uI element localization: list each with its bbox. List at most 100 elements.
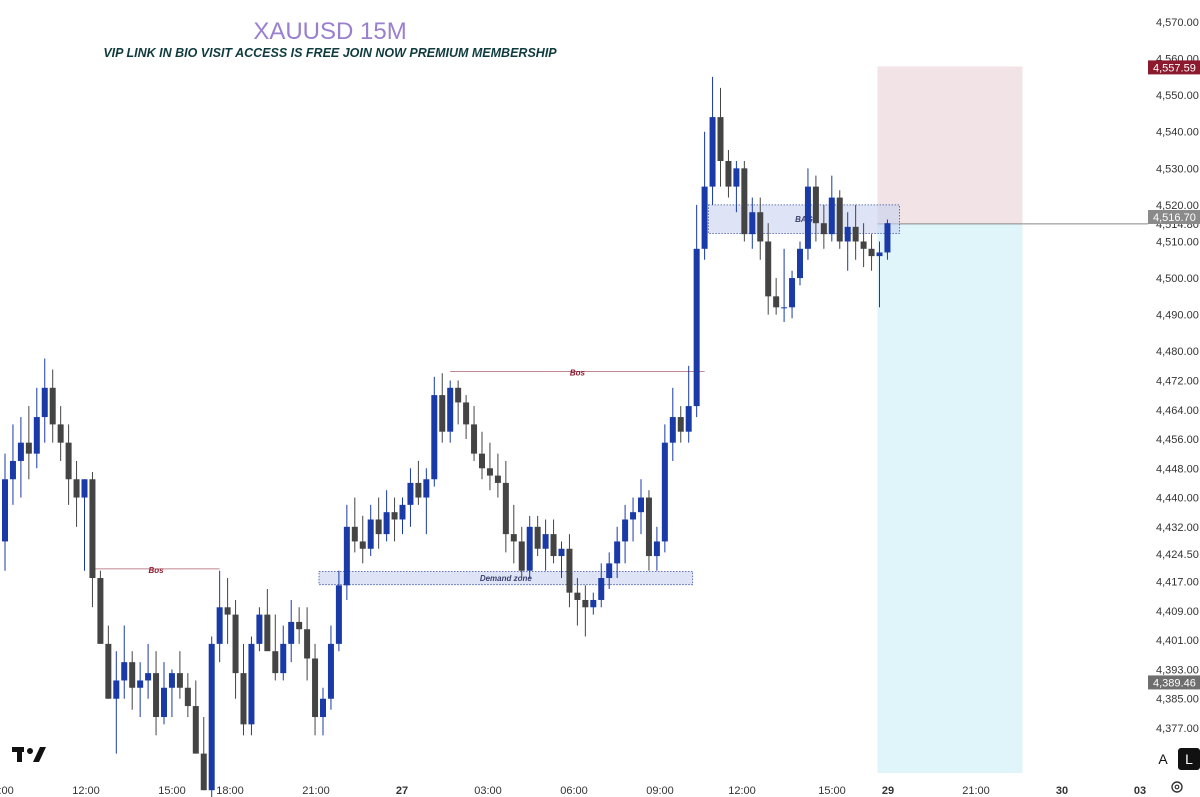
candle-body[interactable] (161, 687, 167, 718)
candle-body[interactable] (439, 395, 446, 432)
candle-body[interactable] (479, 453, 485, 469)
candle-body[interactable] (876, 252, 883, 257)
candle-body[interactable] (33, 417, 40, 454)
candle-body[interactable] (717, 117, 724, 162)
candle-body[interactable] (486, 468, 493, 476)
candle-body[interactable] (701, 186, 708, 249)
candle-body[interactable] (25, 442, 32, 454)
take-profit-zone[interactable] (877, 223, 1023, 773)
candle-body[interactable] (129, 662, 136, 688)
candle-body[interactable] (797, 248, 803, 279)
candle-body[interactable] (145, 673, 152, 681)
candle-body[interactable] (884, 223, 891, 253)
candle-body[interactable] (502, 482, 509, 535)
log-scale-button[interactable]: L (1178, 748, 1200, 770)
price-tag[interactable] (1148, 60, 1200, 75)
candle-body[interactable] (574, 592, 581, 600)
candle-body[interactable] (407, 482, 414, 505)
candle-body[interactable] (749, 212, 756, 235)
candle-body[interactable] (272, 651, 279, 674)
candle-body[interactable] (57, 424, 64, 443)
candle-body[interactable] (359, 541, 366, 549)
candle-body[interactable] (566, 548, 573, 593)
candle-body[interactable] (153, 673, 160, 718)
candle-body[interactable] (367, 519, 374, 549)
candle-body[interactable] (208, 643, 215, 791)
candle-body[interactable] (2, 479, 8, 542)
candle-body[interactable] (41, 387, 48, 418)
candle-body[interactable] (200, 753, 207, 791)
candle-body[interactable] (335, 585, 342, 644)
candle-body[interactable] (494, 475, 501, 483)
tradingview-logo-icon[interactable] (12, 743, 46, 765)
candle-body[interactable] (852, 226, 859, 242)
candle-body[interactable] (812, 186, 819, 224)
candle-body[interactable] (804, 186, 811, 249)
candle-body[interactable] (105, 643, 112, 699)
candle-body[interactable] (789, 278, 796, 308)
candle-body[interactable] (256, 614, 263, 644)
candle-body[interactable] (645, 497, 652, 557)
candle-body[interactable] (836, 197, 843, 242)
candle-body[interactable] (216, 607, 223, 644)
candle-body[interactable] (423, 479, 430, 498)
candle-body[interactable] (765, 241, 772, 297)
candle-body[interactable] (773, 296, 780, 308)
candle-body[interactable] (113, 680, 120, 699)
candle-body[interactable] (137, 680, 144, 688)
candle-body[interactable] (820, 223, 827, 235)
candle-body[interactable] (709, 117, 716, 187)
candle-body[interactable] (17, 442, 24, 461)
candle-body[interactable] (463, 402, 470, 425)
candle-body[interactable] (184, 687, 191, 707)
candle-body[interactable] (582, 599, 589, 608)
candle-body[interactable] (733, 168, 740, 187)
candle-body[interactable] (590, 599, 597, 608)
candle-body[interactable] (653, 541, 660, 557)
candle-body[interactable] (176, 673, 183, 688)
candle-body[interactable] (264, 614, 271, 652)
candle-body[interactable] (232, 614, 239, 674)
candle-body[interactable] (860, 241, 867, 249)
candle-body[interactable] (280, 643, 287, 674)
candle-body[interactable] (622, 519, 629, 542)
candle-body[interactable] (288, 621, 295, 644)
candle-body[interactable] (192, 706, 199, 754)
candle-body[interactable] (248, 643, 255, 725)
candle-body[interactable] (320, 698, 326, 718)
candle-body[interactable] (510, 534, 517, 542)
candle-body[interactable] (471, 424, 478, 454)
candle-body[interactable] (757, 212, 764, 242)
price-tag[interactable] (1148, 675, 1200, 690)
gear-icon[interactable] (1170, 780, 1184, 794)
auto-scale-button[interactable]: A (1152, 748, 1174, 770)
candle-body[interactable] (693, 248, 700, 407)
candle-body[interactable] (296, 621, 303, 630)
candle-body[interactable] (828, 197, 835, 235)
candle-body[interactable] (121, 662, 128, 681)
candle-body[interactable] (550, 534, 557, 557)
candle-body[interactable] (73, 479, 80, 498)
candle-body[interactable] (431, 395, 438, 480)
candle-body[interactable] (630, 512, 637, 520)
candle-body[interactable] (168, 673, 175, 688)
candle-body[interactable] (375, 519, 382, 535)
candle-body[interactable] (304, 629, 311, 659)
candle-body[interactable] (598, 578, 605, 600)
candle-body[interactable] (685, 406, 692, 432)
candle-body[interactable] (526, 526, 533, 571)
candle-body[interactable] (868, 248, 875, 257)
candle-body[interactable] (677, 417, 684, 432)
candle-body[interactable] (661, 442, 668, 542)
candle-body[interactable] (638, 497, 644, 513)
candle-body[interactable] (65, 442, 72, 480)
bag-zone[interactable] (708, 204, 900, 234)
candle-body[interactable] (606, 563, 613, 579)
candle-body[interactable] (9, 460, 16, 480)
candle-body[interactable] (240, 673, 247, 725)
price-tag[interactable] (1148, 209, 1200, 224)
candle-body[interactable] (614, 541, 621, 564)
candle-body[interactable] (558, 548, 565, 557)
candle-body[interactable] (455, 387, 462, 403)
